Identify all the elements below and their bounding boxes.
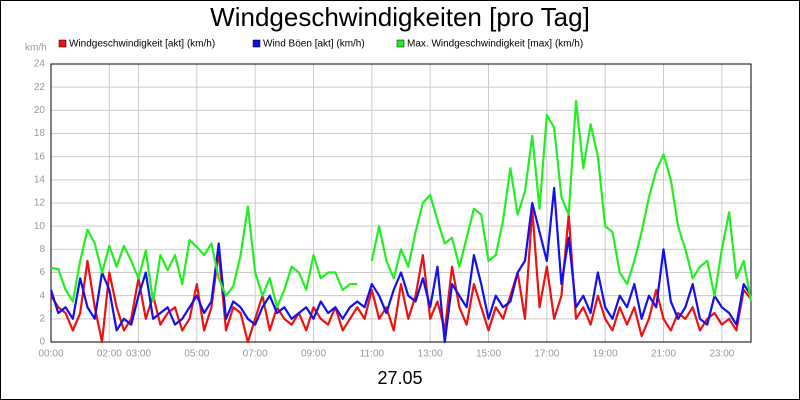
- x-tick-label: 05:00: [184, 349, 209, 360]
- legend-label: Wind Böen [akt] (km/h): [263, 39, 365, 50]
- y-tick-label: 2: [39, 313, 45, 324]
- x-tick-label: 00:00: [38, 349, 63, 360]
- series-line: [50, 207, 752, 344]
- x-tick-label: 09:00: [301, 349, 326, 360]
- y-tick-label: 16: [34, 151, 46, 162]
- y-tick-label: 8: [39, 244, 45, 255]
- legend-swatch: [252, 39, 261, 48]
- y-tick-label: 0: [39, 337, 45, 348]
- legend-label: Windgeschwindigkeit [akt] (km/h): [69, 39, 215, 50]
- y-tick-label: 12: [34, 198, 46, 209]
- plot-frame: [50, 63, 752, 343]
- y-tick-label: 24: [34, 59, 46, 70]
- y-tick-label: 4: [39, 290, 45, 301]
- x-tick-label: 02:00: [97, 349, 122, 360]
- x-tick-label: 23:00: [709, 349, 734, 360]
- series-line: [49, 186, 752, 344]
- y-unit: km/h: [25, 43, 47, 54]
- x-tick-label: 21:00: [651, 349, 676, 360]
- y-tick-label: 10: [34, 221, 46, 232]
- x-tick-label: 13:00: [418, 349, 443, 360]
- x-tick-label: 17:00: [534, 349, 559, 360]
- x-tick-label: 03:00: [126, 349, 151, 360]
- x-tick-label: 11:00: [360, 349, 385, 360]
- y-tick-label: 22: [34, 82, 46, 93]
- x-tick-label: 07:00: [243, 349, 268, 360]
- series-line: [50, 99, 753, 309]
- y-tick-label: 18: [34, 128, 46, 139]
- y-tick-label: 14: [34, 174, 46, 185]
- legend-label: Max. Windgeschwindigkeit [max] (km/h): [407, 39, 583, 50]
- x-tick-label: 19:00: [593, 349, 618, 360]
- legend-swatch: [58, 39, 67, 48]
- x-tick-label: 15:00: [476, 349, 501, 360]
- chart-title: Windgeschwindigkeiten [pro Tag]: [210, 2, 590, 32]
- y-tick-label: 6: [39, 267, 45, 278]
- legend-swatch: [396, 39, 405, 48]
- x-label: 27.05: [377, 368, 422, 388]
- y-tick-label: 20: [34, 105, 46, 116]
